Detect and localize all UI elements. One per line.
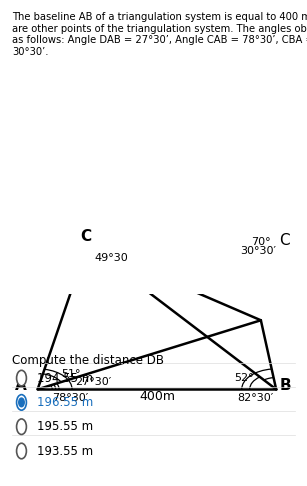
Text: 400m: 400m: [139, 390, 175, 402]
Text: The baseline AB of a triangulation system is equal to 400 m long. Stations C and: The baseline AB of a triangulation syste…: [12, 12, 307, 57]
Text: C: C: [279, 233, 290, 247]
Text: 27°30′: 27°30′: [75, 378, 111, 387]
Text: B: B: [279, 378, 291, 393]
Text: 196.55 m: 196.55 m: [37, 396, 93, 409]
Text: A: A: [15, 378, 27, 393]
Text: 194.55 m: 194.55 m: [37, 372, 93, 384]
Text: Compute the distance DB: Compute the distance DB: [12, 354, 164, 367]
Text: C: C: [80, 229, 91, 244]
Text: 51°: 51°: [61, 369, 81, 379]
Text: 195.55 m: 195.55 m: [37, 420, 93, 433]
Text: 82°30′: 82°30′: [238, 393, 274, 403]
Text: 78°30′: 78°30′: [52, 393, 88, 403]
Text: 30°30′: 30°30′: [240, 246, 276, 256]
Text: 49°30: 49°30: [95, 253, 129, 263]
Text: 193.55 m: 193.55 m: [37, 445, 93, 457]
Text: 52°: 52°: [234, 373, 253, 382]
Text: 70°: 70°: [251, 237, 270, 246]
